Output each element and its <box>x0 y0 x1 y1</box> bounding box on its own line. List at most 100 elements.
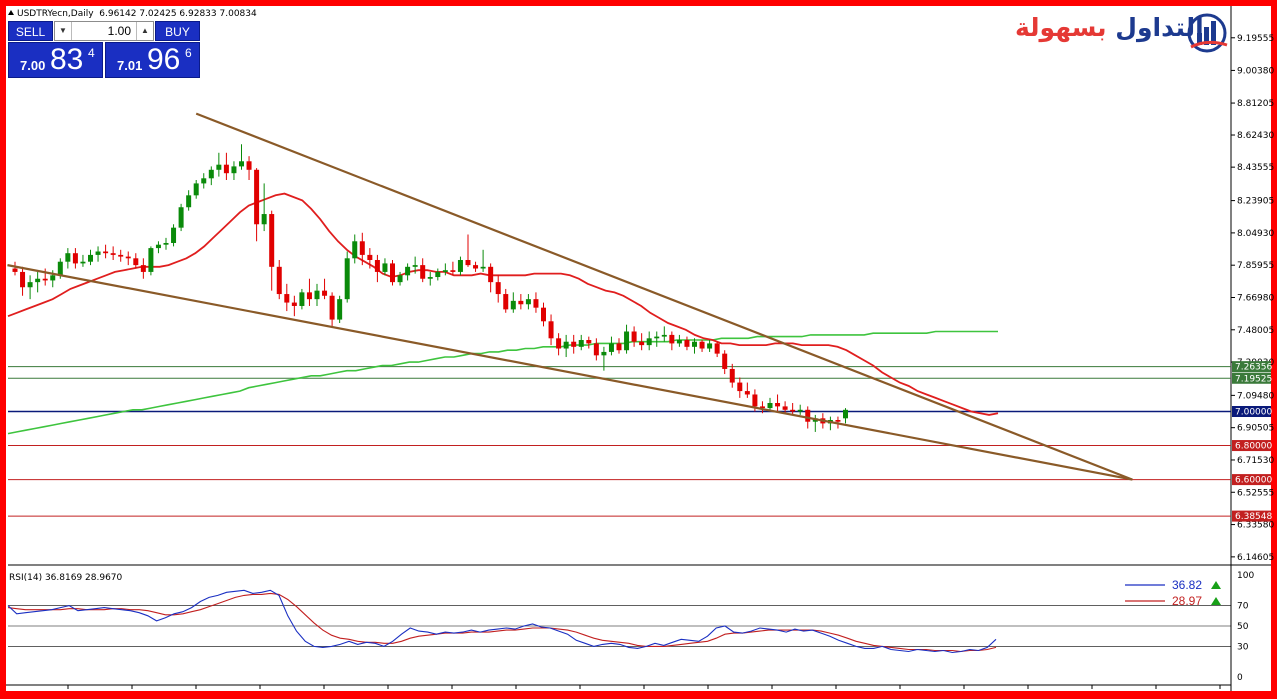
candle-body <box>306 292 312 300</box>
candle-body <box>457 260 463 272</box>
candle-body <box>578 340 584 347</box>
logo-text: التداول بسهولة <box>1015 13 1204 42</box>
candle-body <box>57 261 63 276</box>
buy-price-box[interactable]: 7.01 96 6 <box>105 42 200 78</box>
candle-body <box>533 299 539 308</box>
price-tick-label: 7.09480 <box>1237 391 1274 401</box>
chevron-down-icon[interactable]: ▼ <box>55 22 72 40</box>
candle-body <box>699 341 705 349</box>
candle-body <box>525 299 531 305</box>
candle-body <box>571 341 577 347</box>
level-tag-current <box>1232 406 1271 418</box>
level-tag-support <box>1232 440 1271 452</box>
candle-body <box>163 242 169 245</box>
collapse-triangle-icon[interactable] <box>8 10 14 15</box>
price-tick-label: 6.52555 <box>1237 488 1274 498</box>
candle-body <box>50 275 56 281</box>
candle-body <box>12 268 18 272</box>
rsi-title: RSI(14) 36.8169 28.9670 <box>9 573 123 583</box>
price-tick-label: 7.66980 <box>1237 293 1274 303</box>
candle-body <box>276 266 282 295</box>
candle-body <box>344 258 350 300</box>
candle-body <box>397 275 403 283</box>
candle-body <box>148 248 154 272</box>
sell-price-big: 83 <box>50 43 84 76</box>
lot-size-stepper[interactable]: ▼ 1.00 ▲ <box>54 21 154 41</box>
candle-body <box>556 338 562 349</box>
candle-body <box>797 409 803 412</box>
level-tag-support <box>1232 510 1271 522</box>
candle-body <box>465 260 471 266</box>
bar-chart-globe-icon <box>1187 13 1228 53</box>
candle-body <box>646 338 652 346</box>
candle-body <box>140 265 146 272</box>
price-tick-label: 8.43555 <box>1237 163 1274 173</box>
one-click-trading-panel: SELL ▼ 1.00 ▲ BUY 7.00 83 4 7.01 96 6 <box>8 21 200 78</box>
candle-body <box>684 340 690 347</box>
candle-body <box>80 261 86 264</box>
candle-body <box>790 409 796 412</box>
candle-body <box>744 391 750 395</box>
candle-body <box>208 169 214 179</box>
price-tick-label: 7.48005 <box>1237 326 1274 336</box>
chevron-up-icon[interactable]: ▲ <box>136 22 153 40</box>
sell-price-box[interactable]: 7.00 83 4 <box>8 42 103 78</box>
candle-body <box>412 265 418 267</box>
candle-body <box>541 307 546 322</box>
buy-price-sup: 6 <box>185 46 192 60</box>
candle-body <box>518 300 524 305</box>
rsi-tick-label: 70 <box>1237 602 1249 612</box>
candle-body <box>359 241 365 255</box>
candle-body <box>669 334 675 344</box>
candle-body <box>835 420 841 422</box>
rsi-tick-label: 100 <box>1237 571 1254 581</box>
trendline-lower-channel[interactable] <box>7 264 1133 481</box>
sell-button[interactable]: SELL <box>8 21 53 41</box>
candle-body <box>427 277 433 279</box>
candle-body <box>676 340 682 344</box>
candle-body <box>752 394 758 407</box>
level-tag-label: 7.19525 <box>1235 374 1272 384</box>
trendline-upper-channel[interactable] <box>195 112 1133 481</box>
lot-size-input[interactable]: 1.00 <box>107 24 131 38</box>
level-tag-support <box>1232 474 1271 486</box>
candle-body <box>216 164 222 170</box>
candle-body <box>782 406 788 410</box>
candle-body <box>95 251 101 255</box>
candle-body <box>495 282 501 295</box>
candle-body <box>775 402 781 407</box>
candle-body <box>133 258 139 266</box>
buy-button[interactable]: BUY <box>155 21 200 41</box>
candle-body <box>759 406 765 409</box>
up-arrow-icon <box>1211 581 1221 589</box>
candle-body <box>450 270 456 272</box>
candle-body <box>291 302 297 306</box>
candle-body <box>661 334 667 337</box>
buy-price-small: 7.01 <box>117 58 143 73</box>
candle-body <box>639 341 645 346</box>
level-tag-resistance <box>1232 361 1271 373</box>
candle-body <box>171 227 177 243</box>
level-tag-label: 6.80000 <box>1235 442 1272 452</box>
candle-body <box>805 409 811 422</box>
candle-body <box>42 278 48 281</box>
candle-body <box>155 244 161 249</box>
candle-body <box>88 254 93 262</box>
candle-body <box>314 290 320 300</box>
candle-body <box>193 183 199 196</box>
price-tick-label: 9.19555 <box>1237 34 1274 44</box>
chart-window <box>6 6 1271 691</box>
candle-body <box>329 295 335 320</box>
candle-body <box>246 161 252 170</box>
candle-body <box>284 294 290 303</box>
sell-price-small: 7.00 <box>20 58 46 73</box>
candle-body <box>390 263 395 283</box>
candle-body <box>737 382 743 392</box>
logo-word-2: بسهولة <box>1015 13 1107 42</box>
candle-body <box>231 166 237 174</box>
candle-body <box>473 265 479 269</box>
price-tick-label: 6.14605 <box>1237 553 1274 563</box>
candle-body <box>843 409 848 419</box>
price-tick-label: 8.81205 <box>1237 99 1274 109</box>
